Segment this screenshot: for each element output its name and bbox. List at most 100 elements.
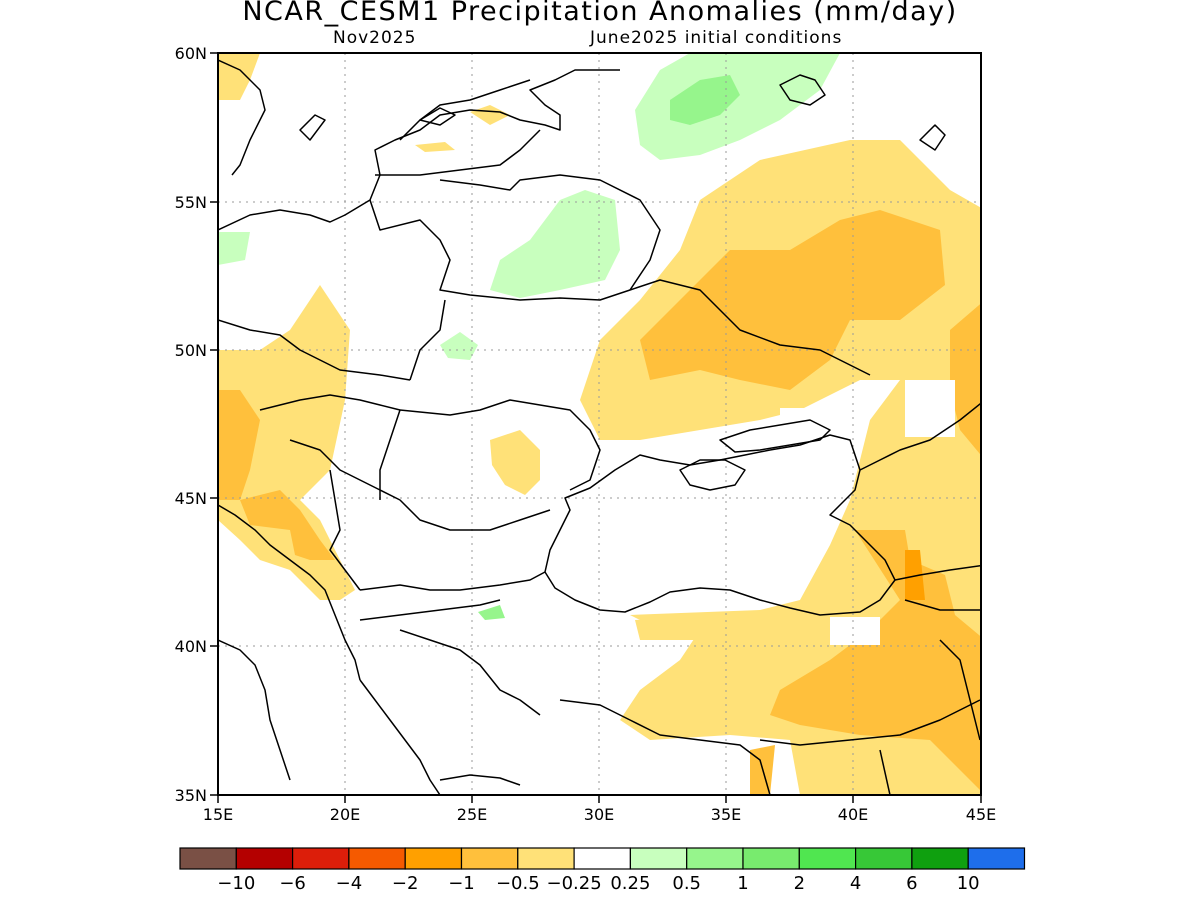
colorbar-swatch [179, 847, 237, 870]
colorbar-label: 1 [737, 873, 748, 894]
lon-label: 40E [838, 805, 868, 824]
anatolia-coast [559, 699, 771, 795]
dry-anomaly-romania [490, 430, 540, 495]
colorbar-swatch [517, 847, 575, 870]
dry-anomaly-nw [218, 53, 260, 100]
border [369, 199, 871, 376]
border [439, 174, 661, 291]
border [859, 402, 981, 471]
colorbar-label: −4 [336, 873, 363, 894]
border [359, 599, 501, 621]
lake-ladoga [779, 74, 826, 106]
dry-anomaly-east-edge [950, 303, 981, 456]
border [329, 469, 361, 591]
wet-anomaly-belarus [490, 190, 620, 298]
dry-anomaly-baltic2 [415, 142, 455, 152]
gotland [299, 114, 326, 141]
colorbar-swatch [911, 847, 969, 870]
colorbar-swatch [967, 847, 1026, 870]
colorbar-label: 10 [957, 873, 980, 894]
colorbar-label: −10 [217, 873, 255, 894]
colorbar-swatch [460, 847, 519, 870]
colorbar-label: −2 [392, 873, 419, 894]
colorbar: −10 −6 −4 −2 −1 −0.5 −0.25 0.25 0.5 1 2 4 6 10 [179, 847, 1026, 894]
anomaly-shading [218, 53, 981, 795]
border [218, 319, 411, 381]
baltic-coast [218, 69, 620, 231]
border [939, 639, 981, 741]
greece-coast [359, 679, 441, 795]
lat-label: 45N [175, 489, 207, 508]
no-data-box [830, 617, 880, 645]
scandinavia-coast [218, 59, 266, 176]
lat-label: 60N [175, 44, 207, 63]
dry-anomaly-aegean [635, 615, 740, 640]
colorbar-label: −0.25 [547, 873, 602, 894]
valid-date-label: Nov2025 [333, 28, 417, 48]
dry-anomaly-orange [905, 550, 925, 600]
colorbar-label: 6 [906, 873, 917, 894]
lon-label: 15E [203, 805, 233, 824]
colorbar-label: 4 [850, 873, 861, 894]
wet-anomaly-ukraine [440, 332, 478, 360]
adriatic-coast [218, 504, 361, 681]
colorbar-label: 2 [794, 873, 805, 894]
black-sea-coast [544, 434, 896, 616]
saaremaa [419, 107, 456, 126]
dry-anomaly-caucasus [770, 530, 981, 791]
lon-label: 20E [330, 805, 360, 824]
wet-anomaly-bulgaria [478, 605, 505, 620]
azov-coast [719, 419, 831, 453]
colorbar-swatch [404, 847, 463, 870]
no-data-box [780, 408, 825, 438]
border [409, 299, 446, 381]
colorbar-swatch [798, 847, 857, 870]
border [359, 571, 546, 591]
border [399, 399, 601, 491]
border [375, 129, 541, 176]
colorbar-swatch [292, 847, 350, 870]
no-data-box [905, 380, 955, 437]
colorbar-swatch [235, 847, 294, 870]
border [879, 749, 891, 795]
lon-label: 30E [584, 805, 614, 824]
wet-anomaly-north [635, 53, 840, 160]
lake-onega [919, 124, 946, 151]
dry-anomaly-west-core [218, 390, 260, 500]
coastlines-and-borders [218, 59, 981, 795]
border [894, 564, 981, 581]
dry-anomaly-baltic [470, 105, 510, 125]
lon-label: 25E [457, 805, 487, 824]
lat-label: 40N [175, 637, 207, 656]
colorbar-swatch [686, 847, 744, 870]
italy-coast [218, 639, 291, 781]
colorbar-swatch [573, 847, 631, 870]
longitude-labels: 15E 20E 25E 30E 35E 40E 45E [203, 805, 996, 824]
colorbar-swatch [629, 847, 688, 870]
lat-label: 55N [175, 193, 207, 212]
border [904, 599, 981, 611]
dry-anomaly-core [640, 210, 945, 390]
lon-label: 45E [966, 805, 996, 824]
chart-title: NCAR_CESM1 Precipitation Anomalies (mm/d… [242, 0, 958, 27]
aegean-coast [399, 629, 541, 716]
colorbar-label: −6 [279, 873, 306, 894]
axis-ticks [210, 52, 982, 803]
colorbar-label: 0.25 [610, 873, 650, 894]
crete [439, 774, 521, 786]
colorbar-label: 0.5 [672, 873, 701, 894]
border [379, 409, 401, 500]
wet-anomaly-west-edge [218, 232, 250, 265]
graticule [218, 53, 981, 795]
colorbar-label: −1 [448, 873, 475, 894]
crimea [679, 459, 746, 491]
wet-anomaly-north-core [670, 75, 740, 125]
lat-label: 35N [175, 786, 207, 805]
colorbar-swatch [742, 847, 800, 870]
gulf-of-finland [399, 79, 531, 141]
border [759, 699, 981, 746]
init-conditions-label: June2025 initial conditions [590, 28, 843, 48]
colorbar-swatch [854, 847, 913, 870]
border [259, 394, 401, 411]
